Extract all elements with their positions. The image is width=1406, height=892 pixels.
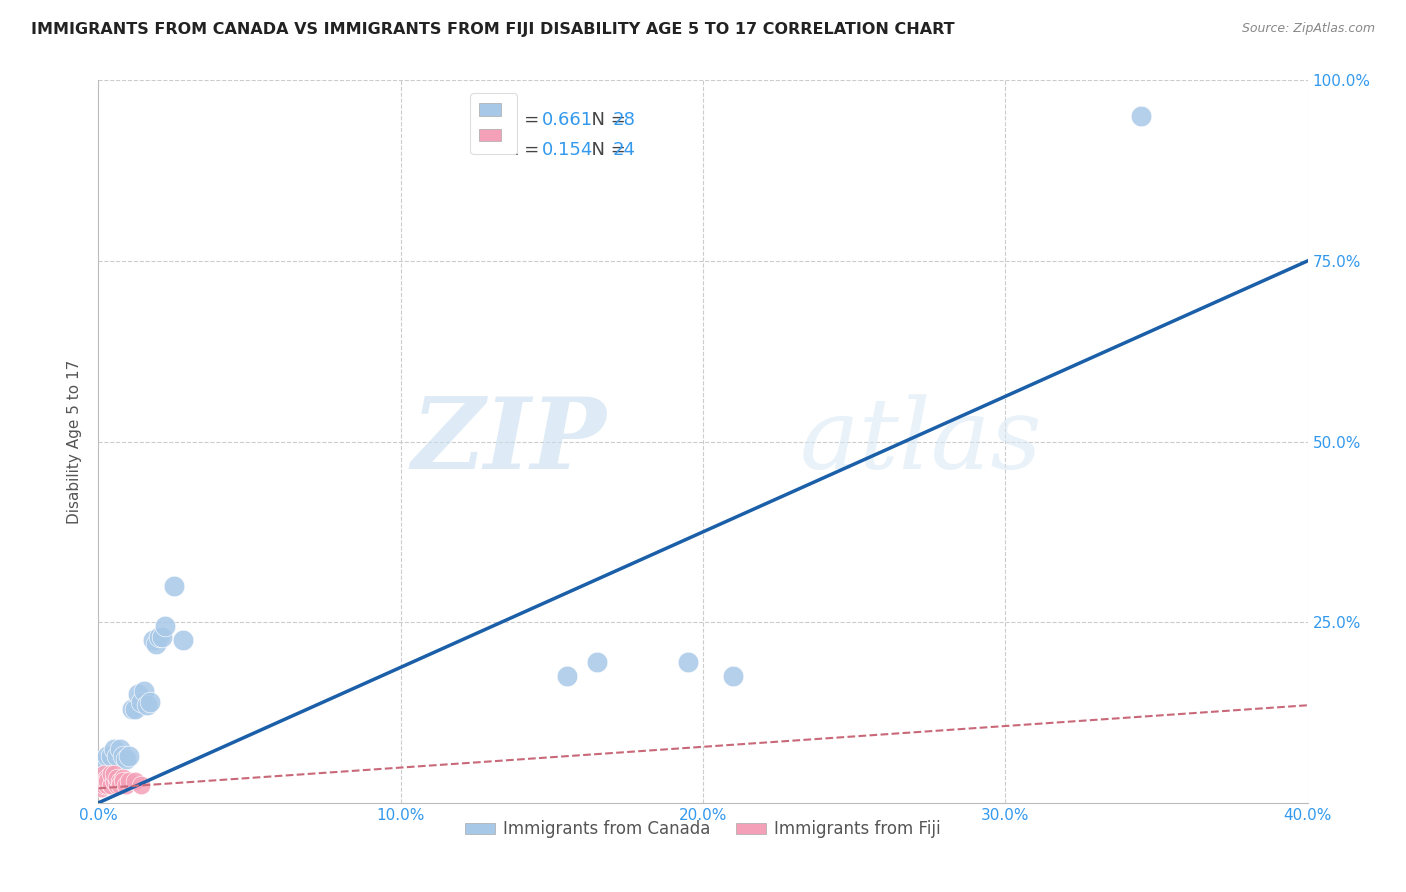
Point	[121, 702, 143, 716]
Point	[108, 774, 131, 789]
Text: Source: ZipAtlas.com: Source: ZipAtlas.com	[1241, 22, 1375, 36]
Point	[129, 778, 152, 792]
Point	[111, 774, 134, 789]
Point	[108, 741, 131, 756]
Point	[111, 771, 134, 785]
Point	[96, 748, 118, 763]
Point	[172, 633, 194, 648]
Point	[93, 778, 115, 792]
Text: 0.661: 0.661	[543, 111, 593, 128]
Point	[124, 774, 146, 789]
Point	[163, 579, 186, 593]
Point	[103, 767, 125, 781]
Text: R =: R =	[506, 111, 546, 128]
Point	[93, 774, 115, 789]
Point	[118, 774, 141, 789]
Point	[148, 630, 170, 644]
Point	[135, 698, 157, 713]
Point	[129, 695, 152, 709]
Point	[105, 748, 128, 763]
Point	[127, 687, 149, 701]
Text: N =: N =	[579, 111, 631, 128]
Point	[145, 637, 167, 651]
Text: 24: 24	[613, 141, 636, 159]
Point	[90, 771, 112, 785]
Point	[90, 774, 112, 789]
Legend: Immigrants from Canada, Immigrants from Fiji: Immigrants from Canada, Immigrants from …	[458, 814, 948, 845]
Point	[90, 781, 112, 796]
Text: atlas: atlas	[800, 394, 1042, 489]
Point	[586, 655, 609, 669]
Point	[150, 630, 173, 644]
Point	[105, 771, 128, 785]
Point	[124, 702, 146, 716]
Point	[100, 778, 122, 792]
Point	[96, 774, 118, 789]
Point	[105, 778, 128, 792]
Text: IMMIGRANTS FROM CANADA VS IMMIGRANTS FROM FIJI DISABILITY AGE 5 TO 17 CORRELATIO: IMMIGRANTS FROM CANADA VS IMMIGRANTS FRO…	[31, 22, 955, 37]
Point	[96, 778, 118, 792]
Point	[100, 748, 122, 763]
Point	[153, 619, 176, 633]
Point	[114, 778, 136, 792]
Point	[96, 771, 118, 785]
Point	[93, 756, 115, 770]
Text: 0.154: 0.154	[543, 141, 593, 159]
Point	[103, 774, 125, 789]
Text: 28: 28	[613, 111, 636, 128]
Point	[93, 767, 115, 781]
Point	[132, 683, 155, 698]
Point	[114, 752, 136, 766]
Point	[108, 778, 131, 792]
Text: ZIP: ZIP	[412, 393, 606, 490]
Point	[676, 655, 699, 669]
Text: R =: R =	[506, 141, 546, 159]
Point	[555, 669, 578, 683]
Point	[1130, 110, 1153, 124]
Point	[103, 741, 125, 756]
Y-axis label: Disability Age 5 to 17: Disability Age 5 to 17	[67, 359, 83, 524]
Text: N =: N =	[579, 141, 631, 159]
Point	[100, 767, 122, 781]
Point	[139, 695, 162, 709]
Point	[142, 633, 165, 648]
Point	[723, 669, 745, 683]
Point	[118, 748, 141, 763]
Point	[87, 778, 110, 792]
Point	[111, 748, 134, 763]
